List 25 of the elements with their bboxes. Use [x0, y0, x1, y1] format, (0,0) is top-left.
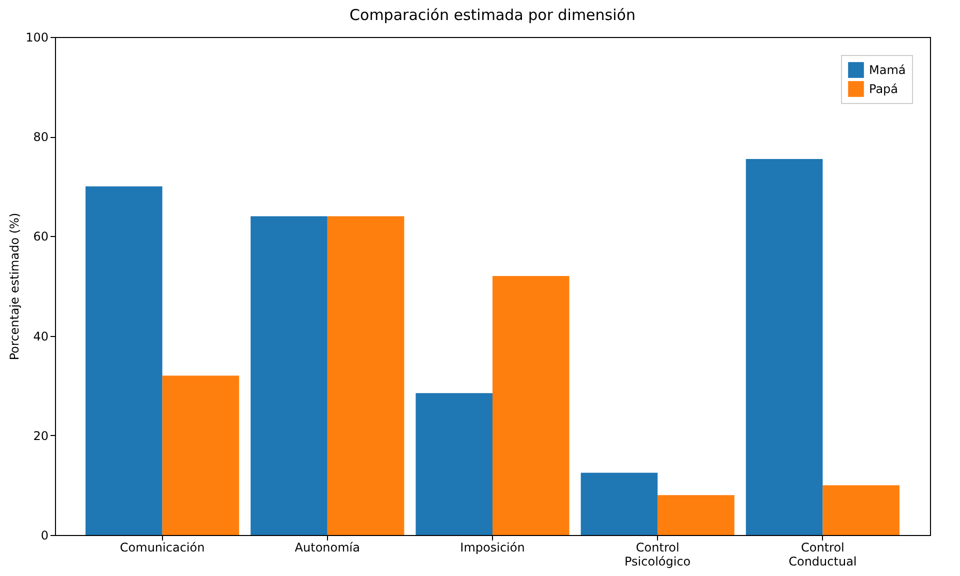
y-tick-label: 100	[26, 30, 48, 44]
bar	[327, 216, 404, 535]
y-tick-label: 60	[33, 230, 48, 244]
x-tick-label: Comunicación	[120, 540, 205, 554]
legend-label: Mamá	[869, 63, 906, 77]
y-tick-label: 40	[33, 329, 48, 344]
bar	[250, 216, 328, 535]
bar	[746, 159, 823, 535]
legend-label: Papá	[869, 82, 898, 96]
y-axis-title: Porcentaje estimado (%)	[8, 212, 22, 360]
x-tick-label: Control Conductual	[788, 540, 857, 568]
x-tick-label: Autonomía	[294, 540, 360, 554]
chart-title: Comparación estimada por dimensión	[350, 6, 636, 24]
y-tick-label: 20	[33, 428, 48, 443]
bar	[162, 376, 240, 535]
bar	[822, 485, 900, 535]
x-tick-label: Control Psicológico	[624, 540, 691, 568]
bar	[86, 186, 162, 535]
y-tick-label: 0	[40, 528, 48, 542]
y-tick-label: 80	[33, 130, 48, 144]
x-tick-label: Imposición	[460, 540, 525, 554]
bar	[416, 393, 492, 535]
bar	[580, 472, 658, 535]
bar	[492, 276, 570, 535]
bar	[658, 495, 734, 535]
